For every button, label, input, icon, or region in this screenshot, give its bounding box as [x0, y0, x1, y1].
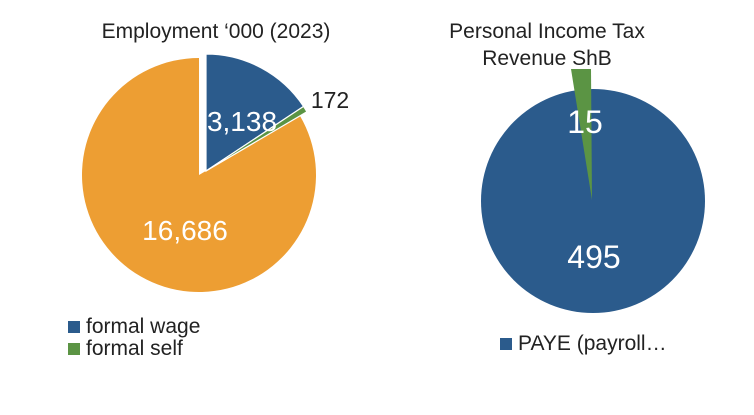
- svg-text:495: 495: [567, 239, 620, 275]
- svg-text:15: 15: [567, 104, 603, 140]
